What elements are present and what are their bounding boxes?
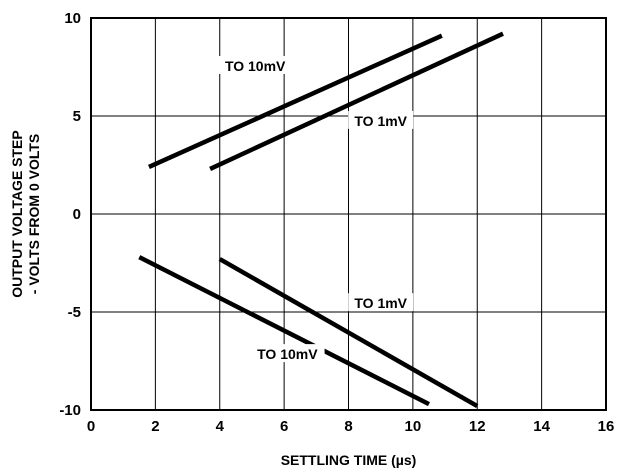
annotation-bg-3 xyxy=(250,344,325,363)
x-tick-label-8: 16 xyxy=(598,418,615,435)
grid xyxy=(91,18,606,410)
y-axis-title-line-1: - VOLTS FROM 0 VOLTS xyxy=(26,134,42,294)
x-tick-label-3: 6 xyxy=(280,418,288,435)
plot-frame xyxy=(90,17,607,411)
y-axis-title: OUTPUT VOLTAGE STEP - VOLTS FROM 0 VOLTS xyxy=(9,130,42,298)
series-line-1 xyxy=(209,31,504,171)
x-tick-label-5: 10 xyxy=(405,418,422,435)
x-tick-label-1: 2 xyxy=(151,418,159,435)
annotation-label-1: TO 1mV xyxy=(354,113,407,129)
x-tick-label-2: 4 xyxy=(216,418,225,435)
annotation-bg-2 xyxy=(348,293,414,312)
annotation-bg-1 xyxy=(348,110,414,129)
annotations: TO 10mV TO 1mV TO 1mV TO 10mV xyxy=(217,56,414,363)
y-tick-label-1: -5 xyxy=(68,304,81,321)
x-tick-label-4: 8 xyxy=(344,418,352,435)
x-axis-title: SETTLING TIME (µs) xyxy=(281,452,417,468)
y-axis-title-line-0: OUTPUT VOLTAGE STEP xyxy=(9,130,25,298)
annotation-label-0: TO 10mV xyxy=(225,58,286,74)
y-tick-label-0: -10 xyxy=(59,402,81,419)
series-line-2 xyxy=(138,255,430,407)
y-tick-label-4: 10 xyxy=(64,10,81,27)
y-tick-labels: -10 -5 0 5 10 xyxy=(59,10,81,419)
annotation-label-3: TO 10mV xyxy=(257,346,318,362)
annotation-label-2: TO 1mV xyxy=(354,295,407,311)
x-tick-label-6: 12 xyxy=(469,418,486,435)
series-line-3 xyxy=(218,257,479,409)
y-tick-label-2: 0 xyxy=(73,206,81,223)
annotation-bg-0 xyxy=(217,56,293,74)
series-line-0 xyxy=(148,33,443,170)
x-tick-label-7: 14 xyxy=(533,418,550,435)
x-tick-labels: 0 2 4 6 8 10 12 14 16 xyxy=(87,418,615,435)
data-lines xyxy=(138,31,504,409)
y-tick-label-3: 5 xyxy=(73,108,81,125)
x-tick-label-0: 0 xyxy=(87,418,95,435)
